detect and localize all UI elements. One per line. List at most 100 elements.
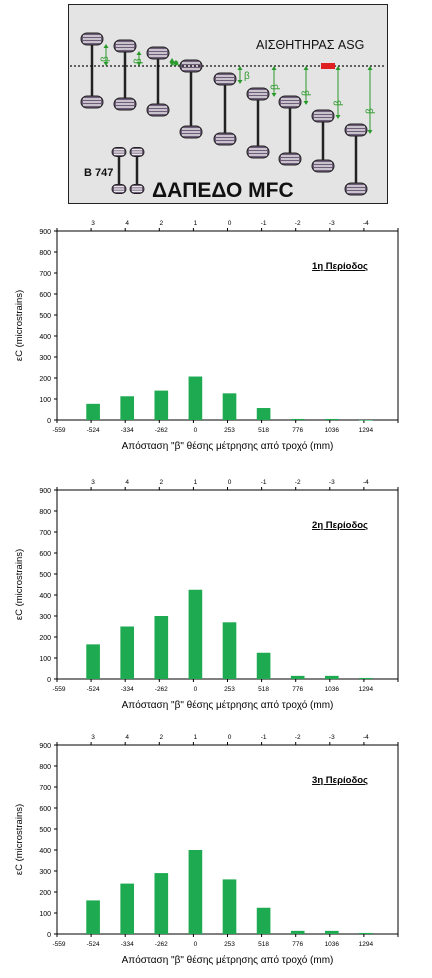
bar xyxy=(359,420,373,421)
bar xyxy=(222,393,237,420)
arrow-head xyxy=(103,44,109,48)
wheel-icon xyxy=(113,97,137,111)
x-tick-label: 253 xyxy=(224,686,235,693)
wheel-icon xyxy=(246,87,270,101)
sensor-label: ΑΙΣΘΗΤΗΡΑΣ ASG xyxy=(256,38,364,52)
y-tick-label: 800 xyxy=(39,250,51,257)
y-tick-label: 200 xyxy=(39,890,51,897)
bar xyxy=(256,907,271,934)
arrow-head xyxy=(136,51,142,55)
arrow-head xyxy=(335,115,341,119)
x-tick-label: 253 xyxy=(224,427,235,434)
y-tick-label: 0 xyxy=(47,932,51,939)
beta-symbol: β xyxy=(333,100,344,106)
bar xyxy=(120,396,135,420)
arrow-head xyxy=(169,58,175,62)
top-axis-label: 4 xyxy=(125,220,129,227)
top-axis-label: -3 xyxy=(329,479,335,486)
beta-symbol: β xyxy=(170,60,181,66)
bar xyxy=(359,677,373,679)
y-tick-label: 400 xyxy=(39,593,51,600)
top-axis-label: 4 xyxy=(125,734,129,741)
y-axis-label: εC (microstrains) xyxy=(14,290,25,361)
arrow-head xyxy=(303,66,309,70)
bar xyxy=(324,675,339,679)
top-axis-label: 2 xyxy=(159,220,163,227)
bar xyxy=(154,390,169,420)
y-tick-label: 300 xyxy=(39,869,51,876)
wheel-icon xyxy=(146,46,170,60)
top-axis-label: 0 xyxy=(228,479,232,486)
beta-symbol: β xyxy=(365,108,376,114)
bar xyxy=(188,589,203,679)
wheel-icon xyxy=(278,152,302,166)
wheel-icon xyxy=(80,95,104,109)
x-tick-label: -524 xyxy=(87,686,100,693)
y-tick-label: 400 xyxy=(39,848,51,855)
bar xyxy=(324,418,339,420)
top-axis-label: 1 xyxy=(194,734,198,741)
x-tick-label: 0 xyxy=(194,941,198,948)
y-tick-label: 700 xyxy=(39,785,51,792)
x-tick-label: -559 xyxy=(52,427,65,434)
arrow-head xyxy=(271,93,277,97)
wheel-icon xyxy=(80,32,104,46)
x-tick-label: -524 xyxy=(87,941,100,948)
top-axis-label: -4 xyxy=(363,479,369,486)
bar xyxy=(86,900,100,934)
y-tick-label: 200 xyxy=(39,376,51,383)
x-tick-label: -334 xyxy=(121,686,134,693)
arrow-head xyxy=(303,101,309,105)
plot-area xyxy=(56,230,399,421)
y-tick-label: 300 xyxy=(39,614,51,621)
top-axis-label: -2 xyxy=(295,220,301,227)
arrow-head xyxy=(237,80,243,84)
arrow-head xyxy=(367,130,373,134)
top-axis-label: 0 xyxy=(228,220,232,227)
x-tick-label: 1036 xyxy=(325,427,340,434)
x-tick-label: 518 xyxy=(258,686,269,693)
beta-symbol: β xyxy=(244,71,250,82)
y-tick-label: 800 xyxy=(39,764,51,771)
x-axis-label: Απόσταση "β" θέσης μέτρησης από τροχό (m… xyxy=(122,699,334,711)
top-axis-label: 2 xyxy=(159,734,163,741)
bar xyxy=(256,652,271,679)
y-tick-label: 300 xyxy=(39,355,51,362)
x-tick-label: -262 xyxy=(155,941,168,948)
arrow-head xyxy=(271,66,277,70)
x-tick-label: -262 xyxy=(155,427,168,434)
x-tick-label: -262 xyxy=(155,686,168,693)
x-tick-label: 253 xyxy=(224,941,235,948)
top-axis-label: -4 xyxy=(363,734,369,741)
y-tick-label: 100 xyxy=(39,911,51,918)
y-tick-label: 500 xyxy=(39,827,51,834)
wheel-icon xyxy=(311,109,335,123)
x-tick-label: 776 xyxy=(292,686,303,693)
arrow-head xyxy=(335,66,341,70)
top-axis-label: -3 xyxy=(329,220,335,227)
wheel-icon xyxy=(344,123,368,137)
aircraft-label: B 747 xyxy=(84,167,113,179)
arrow-head xyxy=(237,66,243,70)
y-tick-label: 500 xyxy=(39,313,51,320)
arrow-head xyxy=(173,62,179,66)
y-tick-label: 0 xyxy=(47,677,51,684)
bar xyxy=(86,403,100,420)
x-tick-label: -334 xyxy=(121,941,134,948)
bar xyxy=(290,675,305,679)
x-axis-label: Απόσταση "β" θέσης μέτρησης από τροχό (m… xyxy=(122,954,334,966)
top-axis-label: 0 xyxy=(228,734,232,741)
wheel-icon xyxy=(246,145,270,159)
dimension-arrows: β β β β β β β β xyxy=(100,44,376,134)
bar xyxy=(188,850,203,934)
y-tick-label: 100 xyxy=(39,397,51,404)
top-axis-label: -2 xyxy=(295,479,301,486)
floor-sensor-diagram: β β β β β β β β ΑΙΣΘΗΤΗΡΑΣ ASG B 747 ΔΑΠΕΔΟ MFC xyxy=(68,4,388,204)
top-axis-label: 1 xyxy=(194,479,198,486)
wheel-icon xyxy=(111,147,127,157)
x-tick-label: 1294 xyxy=(359,427,374,434)
x-tick-label: 776 xyxy=(292,427,303,434)
x-tick-label: 518 xyxy=(258,941,269,948)
x-tick-label: 1036 xyxy=(325,941,340,948)
